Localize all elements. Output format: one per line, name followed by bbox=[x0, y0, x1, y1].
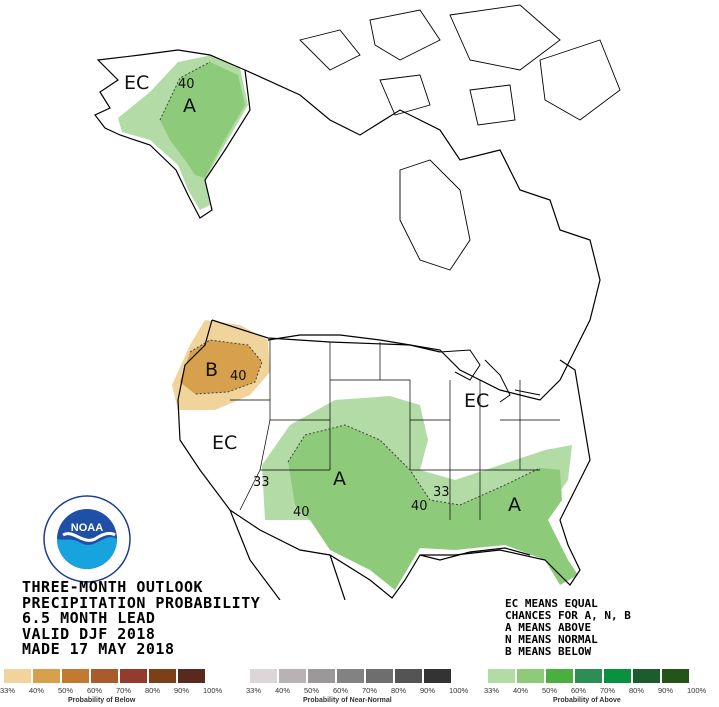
below-swatch bbox=[33, 669, 62, 683]
above-swatch bbox=[604, 669, 633, 683]
outlook-title-block: THREE-MONTH OUTLOOK PRECIPITATION PROBAB… bbox=[22, 578, 261, 658]
below-tick-label: 33% bbox=[0, 686, 16, 695]
legend-line-4: N MEANS NORMAL bbox=[505, 633, 598, 646]
below-swatch bbox=[178, 669, 207, 683]
east-ec-label: EC bbox=[464, 390, 490, 412]
gulf-coast bbox=[419, 547, 531, 561]
above-tick-label: 100% bbox=[687, 686, 707, 695]
alaska-contour bbox=[159, 61, 211, 121]
legend-line-5: B MEANS BELOW bbox=[505, 645, 592, 658]
above-swatch bbox=[488, 669, 517, 683]
above-tick-label: 33% bbox=[484, 686, 500, 695]
below-tick-label: 100% bbox=[203, 686, 223, 695]
below-color-scale bbox=[4, 669, 207, 683]
contour-lines bbox=[159, 61, 541, 506]
noaa-logo-text: NOAA bbox=[71, 522, 103, 534]
alaska-above-label: A bbox=[183, 95, 196, 117]
title-line-2: PRECIPITATION PROBABILITY bbox=[22, 593, 261, 612]
legend-line-3: A MEANS ABOVE bbox=[505, 621, 592, 634]
below-swatch bbox=[62, 669, 91, 683]
below-tick-label: 80% bbox=[145, 686, 161, 695]
above-swatch bbox=[662, 669, 691, 683]
near-normal-swatch bbox=[250, 669, 279, 683]
above-scale-title: Probability of Above bbox=[553, 697, 621, 704]
state-lines bbox=[230, 340, 560, 520]
below-tick-label: 50% bbox=[58, 686, 74, 695]
north-america-outlook-map bbox=[94, 4, 621, 600]
southwest-40-contour-label: 40 bbox=[293, 505, 310, 520]
below-scale-title: Probability of Below bbox=[68, 697, 136, 704]
above-tick-label: 70% bbox=[600, 686, 616, 695]
below-swatch bbox=[4, 669, 33, 683]
near-normal-tick-label: 40% bbox=[275, 686, 291, 695]
alaska-above-inner-region bbox=[160, 62, 245, 178]
near-normal-swatch bbox=[337, 669, 366, 683]
below-tick-label: 40% bbox=[29, 686, 45, 695]
title-line-4: VALID DJF 2018 bbox=[22, 624, 156, 643]
map-outlines bbox=[94, 4, 621, 600]
near-normal-tick-label: 60% bbox=[333, 686, 349, 695]
southwest-33-contour-label: 33 bbox=[253, 475, 270, 490]
legend-line-2: CHANCES FOR A, N, B bbox=[505, 609, 631, 622]
near-normal-swatch bbox=[308, 669, 337, 683]
above-tick-label: 40% bbox=[513, 686, 529, 695]
southern-plains-above-label: A bbox=[333, 468, 346, 490]
above-swatch bbox=[546, 669, 575, 683]
above-swatch bbox=[575, 669, 604, 683]
arctic-islands bbox=[299, 4, 621, 126]
title-line-1: THREE-MONTH OUTLOOK bbox=[22, 578, 204, 596]
near-normal-tick-label: 100% bbox=[449, 686, 469, 695]
below-swatch bbox=[149, 669, 178, 683]
below-tick-label: 60% bbox=[87, 686, 103, 695]
mexico-outline bbox=[229, 509, 346, 600]
noaa-logo: NOAA bbox=[43, 495, 131, 583]
above-tick-label: 90% bbox=[658, 686, 674, 695]
west-ec-label: EC bbox=[212, 432, 238, 454]
northwest-contour bbox=[189, 339, 263, 395]
gulf-33-contour-label: 33 bbox=[433, 485, 450, 500]
northwest-40-contour-label: 40 bbox=[230, 369, 247, 384]
great-lakes bbox=[439, 349, 541, 403]
southeast-above-label: A bbox=[508, 494, 521, 516]
below-swatch bbox=[120, 669, 149, 683]
near-normal-tick-label: 70% bbox=[362, 686, 378, 695]
near-normal-tick-label: 80% bbox=[391, 686, 407, 695]
alaska-outline bbox=[94, 49, 251, 219]
near-normal-swatch bbox=[279, 669, 308, 683]
northwest-below-label: B bbox=[205, 359, 219, 381]
near-normal-swatch bbox=[366, 669, 395, 683]
alaska-40-contour-label: 40 bbox=[178, 77, 195, 92]
alaska-ec-label: EC bbox=[124, 72, 150, 94]
canada-outline bbox=[244, 69, 601, 401]
above-color-scale bbox=[488, 669, 691, 683]
above-swatch bbox=[517, 669, 546, 683]
above-tick-label: 50% bbox=[542, 686, 558, 695]
near-normal-color-scale bbox=[250, 669, 453, 683]
above-tick-label: 80% bbox=[629, 686, 645, 695]
near-normal-tick-label: 33% bbox=[246, 686, 262, 695]
central-above-40-region bbox=[288, 425, 578, 590]
near-normal-swatch bbox=[395, 669, 424, 683]
below-tick-label: 90% bbox=[174, 686, 190, 695]
legend-line-1: EC MEANS EQUAL bbox=[505, 597, 598, 610]
central-contour bbox=[287, 424, 541, 506]
above-tick-label: 60% bbox=[571, 686, 587, 695]
title-line-5: MADE 17 MAY 2018 bbox=[22, 640, 175, 658]
ec-legend-text: EC MEANS EQUAL CHANCES FOR A, N, B A MEA… bbox=[505, 598, 631, 658]
near-normal-tick-label: 90% bbox=[420, 686, 436, 695]
hudson-bay bbox=[399, 159, 471, 271]
title-line-3: 6.5 MONTH LEAD bbox=[22, 609, 156, 627]
above-swatch bbox=[633, 669, 662, 683]
shaded-regions bbox=[118, 55, 578, 590]
near-normal-swatch bbox=[424, 669, 453, 683]
northwest-below-40-region bbox=[180, 340, 262, 394]
below-tick-label: 70% bbox=[116, 686, 132, 695]
near-normal-scale-title: Probability of Near-Normal bbox=[303, 697, 392, 704]
gulf-40-contour-label: 40 bbox=[411, 499, 428, 514]
below-swatch bbox=[91, 669, 120, 683]
near-normal-tick-label: 50% bbox=[304, 686, 320, 695]
